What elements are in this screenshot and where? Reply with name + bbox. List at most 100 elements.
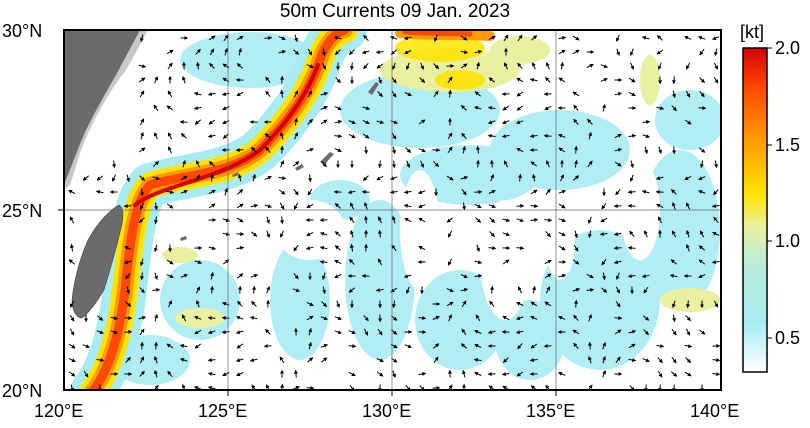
- current-arrow: [490, 174, 494, 182]
- current-arrow: [657, 370, 663, 378]
- current-arrow: [193, 316, 202, 320]
- current-arrow: [641, 35, 650, 40]
- current-arrow: [405, 147, 412, 153]
- current-arrow: [588, 216, 592, 224]
- current-arrow: [614, 91, 623, 96]
- current-arrow: [615, 286, 621, 294]
- current-arrow: [319, 259, 328, 264]
- current-arrow: [644, 146, 648, 155]
- current-arrow: [334, 245, 341, 251]
- current-arrow: [530, 189, 538, 195]
- current-arrow: [406, 286, 410, 294]
- strong-current-patches: [395, 34, 485, 90]
- current-arrow: [235, 330, 244, 335]
- current-arrow: [292, 288, 301, 292]
- current-arrow: [334, 148, 342, 152]
- current-arrow: [573, 244, 579, 252]
- current-arrow: [68, 343, 76, 349]
- current-arrow: [599, 232, 608, 237]
- current-arrow: [292, 386, 300, 390]
- current-arrow: [600, 217, 608, 223]
- current-arrow: [280, 230, 284, 238]
- current-arrow: [320, 357, 328, 363]
- current-arrow: [96, 358, 105, 363]
- current-arrow: [461, 369, 466, 378]
- current-arrow: [278, 176, 287, 181]
- current-arrow: [516, 371, 524, 377]
- current-arrow: [572, 35, 580, 41]
- current-arrow: [83, 370, 89, 378]
- current-arrow: [657, 216, 663, 224]
- current-arrow: [166, 203, 174, 209]
- current-arrow: [614, 316, 623, 321]
- current-arrow: [574, 159, 579, 168]
- current-arrow: [376, 120, 385, 125]
- current-arrow: [306, 148, 315, 152]
- current-arrow: [418, 148, 426, 152]
- current-arrow: [138, 77, 146, 83]
- current-arrow: [656, 344, 665, 349]
- current-arrow: [474, 49, 483, 54]
- current-arrow: [334, 49, 341, 55]
- current-arrow: [112, 160, 117, 169]
- current-arrow: [560, 61, 565, 70]
- current-arrow: [432, 316, 440, 320]
- current-arrow: [642, 119, 651, 124]
- current-arrow: [473, 106, 482, 110]
- current-arrow: [208, 189, 216, 195]
- current-arrow: [530, 316, 538, 320]
- current-arrow: [166, 274, 174, 278]
- current-arrow: [572, 288, 581, 292]
- current-arrow: [557, 372, 566, 376]
- current-arrow: [487, 120, 496, 124]
- current-arrow: [448, 314, 452, 322]
- current-arrow: [627, 190, 636, 195]
- current-arrow: [182, 75, 186, 84]
- current-arrow: [224, 47, 228, 56]
- current-arrow: [236, 203, 244, 209]
- colorbar-tick-1-5: 1.5: [775, 135, 801, 155]
- current-arrow: [447, 258, 453, 266]
- current-arrow: [501, 372, 510, 377]
- current-arrow: [460, 35, 468, 41]
- current-arrow: [434, 34, 438, 42]
- current-arrow: [516, 218, 525, 222]
- current-arrow: [432, 148, 441, 153]
- current-arrow: [404, 50, 412, 54]
- current-arrow: [235, 358, 244, 363]
- current-arrow: [154, 132, 158, 140]
- current-arrow: [501, 120, 510, 124]
- current-arrow: [320, 344, 329, 348]
- current-arrow: [460, 287, 469, 292]
- current-arrow: [418, 217, 426, 223]
- current-arrow: [557, 134, 566, 138]
- current-arrow: [516, 203, 525, 208]
- current-arrow: [139, 328, 145, 336]
- current-arrow: [377, 258, 383, 266]
- current-arrow: [308, 174, 313, 183]
- current-arrow: [476, 244, 480, 253]
- current-arrow: [447, 146, 453, 154]
- current-arrow: [378, 216, 382, 224]
- current-arrow: [501, 134, 510, 139]
- current-arrow: [335, 77, 341, 84]
- current-arrow: [154, 355, 158, 364]
- current-arrow: [713, 48, 718, 57]
- current-arrow: [628, 77, 636, 83]
- current-arrow: [362, 175, 369, 181]
- current-arrow: [475, 314, 481, 322]
- current-arrow: [167, 90, 173, 98]
- current-arrow: [418, 204, 426, 208]
- current-arrow: [140, 341, 145, 350]
- current-arrow: [461, 328, 467, 336]
- current-arrow: [670, 259, 678, 265]
- current-arrow: [474, 203, 482, 209]
- current-arrow: [237, 189, 244, 195]
- current-arrow: [182, 159, 187, 168]
- current-arrow: [530, 161, 538, 167]
- current-arrow: [474, 372, 482, 376]
- current-arrow: [167, 370, 173, 378]
- current-arrow: [516, 91, 524, 97]
- current-arrow: [658, 62, 662, 71]
- current-arrow: [487, 330, 496, 335]
